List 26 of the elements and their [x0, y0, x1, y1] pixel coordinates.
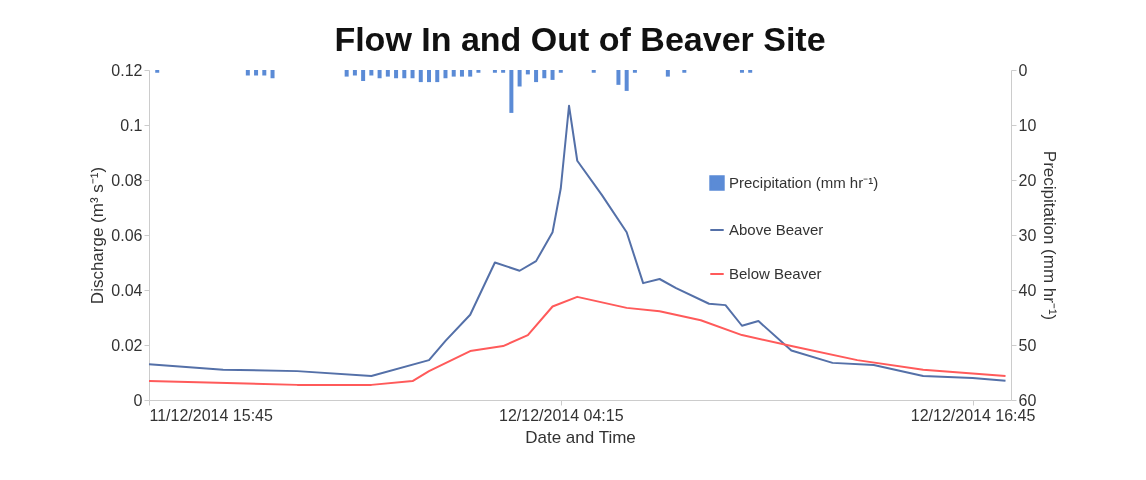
x-axis-title: Date and Time [525, 427, 636, 447]
y-tick-label: 0 [133, 391, 143, 409]
line-series [148, 104, 1007, 382]
y-tick-label: 0.1 [120, 116, 143, 134]
x-tick-label: 12/12/2014 16:45 [910, 406, 1036, 424]
x-tick-label: 11/12/2014 15:45 [149, 406, 273, 424]
y2-tick-label: 0 [1018, 61, 1028, 79]
y2-tick-label: 50 [1018, 336, 1037, 354]
y2-tick-label: 30 [1018, 226, 1037, 244]
y2-tick-label: 60 [1018, 391, 1037, 409]
y-axis-title: Discharge (m³ s⁻¹) [88, 166, 108, 305]
line-series [148, 295, 1007, 386]
y2-tick-label: 40 [1018, 281, 1037, 299]
legend-label: Below Beaver [729, 265, 822, 282]
legend-label: Precipitation (mm hr⁻¹) [729, 174, 879, 191]
y-tick-label: 0.08 [111, 171, 143, 189]
y2-tick-label: 20 [1018, 171, 1037, 189]
y-tick-label: 0.06 [111, 226, 143, 244]
y2-tick-label: 10 [1018, 116, 1037, 134]
legend-label: Above Beaver [729, 221, 824, 238]
y2-axis-title: Precipitation (mm hr⁻¹) [1040, 150, 1060, 321]
y-tick-label: 0.04 [111, 281, 143, 299]
chart-title: Flow In and Out of Beaver Site [334, 20, 826, 58]
y-tick-label: 0.12 [111, 61, 143, 79]
x-tick-label: 12/12/2014 04:15 [499, 406, 624, 424]
y-tick-label: 0.02 [111, 336, 143, 354]
